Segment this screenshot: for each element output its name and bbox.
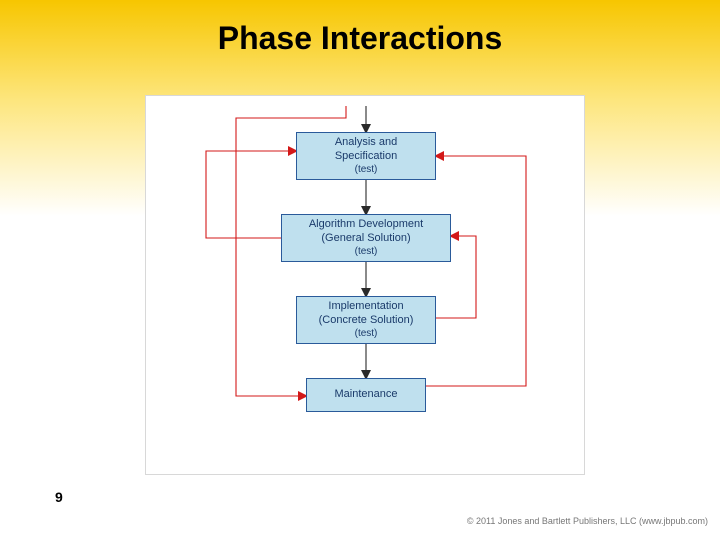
diagram-container: Analysis andSpecification(test)Algorithm… [145, 95, 585, 475]
flow-node-n2: Algorithm Development(General Solution)(… [281, 214, 451, 262]
page-number: 9 [55, 489, 63, 505]
node-label: (test) [297, 164, 435, 177]
node-label: Implementation [297, 300, 435, 314]
node-label: (Concrete Solution) [297, 314, 435, 328]
node-label: (General Solution) [282, 232, 450, 246]
flowchart: Analysis andSpecification(test)Algorithm… [146, 96, 584, 474]
flow-node-n4: Maintenance [306, 378, 426, 412]
node-label: (test) [297, 328, 435, 341]
node-label: Maintenance [307, 388, 425, 402]
flow-node-n3: Implementation(Concrete Solution)(test) [296, 296, 436, 344]
node-label: Analysis and [297, 136, 435, 150]
node-label: Algorithm Development [282, 218, 450, 232]
copyright-text: © 2011 Jones and Bartlett Publishers, LL… [467, 516, 708, 526]
node-label: Specification [297, 150, 435, 164]
flow-node-n1: Analysis andSpecification(test) [296, 132, 436, 180]
page-title: Phase Interactions [0, 20, 720, 57]
node-label: (test) [282, 246, 450, 259]
